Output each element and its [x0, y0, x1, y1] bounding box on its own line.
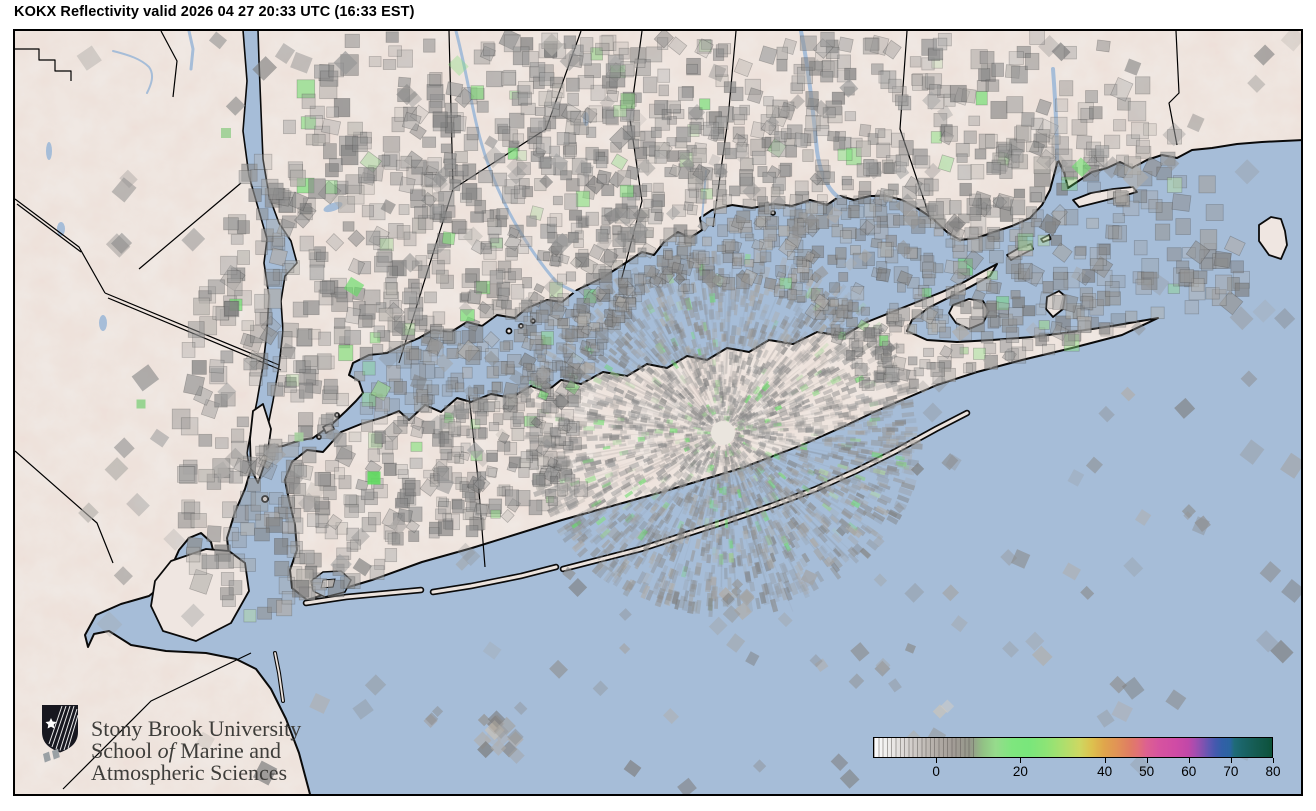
colorbar-tick — [1188, 758, 1190, 763]
branding-line1: Stony Brook University — [91, 716, 302, 741]
colorbar-tick — [1146, 758, 1148, 763]
reflectivity-echoes — [76, 31, 1301, 794]
colorbar-tick-label: 40 — [1097, 764, 1113, 779]
stony-brook-shield-icon — [42, 705, 79, 763]
barrier-islands — [273, 409, 971, 703]
colorbar-tick — [936, 758, 938, 763]
branding-block: Stony Brook University School of Marine … — [38, 704, 301, 784]
page-title: KOKX Reflectivity valid 2026 04 27 20:33… — [14, 4, 415, 20]
radar-map — [13, 29, 1303, 796]
colorbar-tick-label: 50 — [1139, 764, 1155, 779]
reflectivity-colorbar: 0 20 40 50 60 70 80 — [873, 737, 1281, 785]
branding-line2: School of Marine and — [91, 738, 282, 763]
colorbar-tick — [1020, 758, 1022, 763]
colorbar-tick — [1273, 758, 1274, 763]
radar-site-kokx — [711, 421, 735, 445]
colorbar-tick — [1230, 758, 1232, 763]
colorbar-striations — [874, 738, 976, 757]
branding-text: Stony Brook University School of Marine … — [91, 718, 301, 784]
colorbar-gradient — [873, 737, 1273, 758]
colorbar-tick-label: 0 — [932, 764, 940, 779]
colorbar-tick-label: 80 — [1265, 764, 1281, 779]
colorbar-tick-label: 20 — [1012, 764, 1028, 779]
branding-line3: Atmospheric Sciences — [91, 760, 288, 785]
lakes — [46, 112, 589, 331]
colorbar-tick-label: 70 — [1223, 764, 1239, 779]
map-canvas — [15, 31, 1301, 794]
colorbar-tick — [1104, 758, 1106, 763]
colorbar-tick-label: 60 — [1181, 764, 1197, 779]
